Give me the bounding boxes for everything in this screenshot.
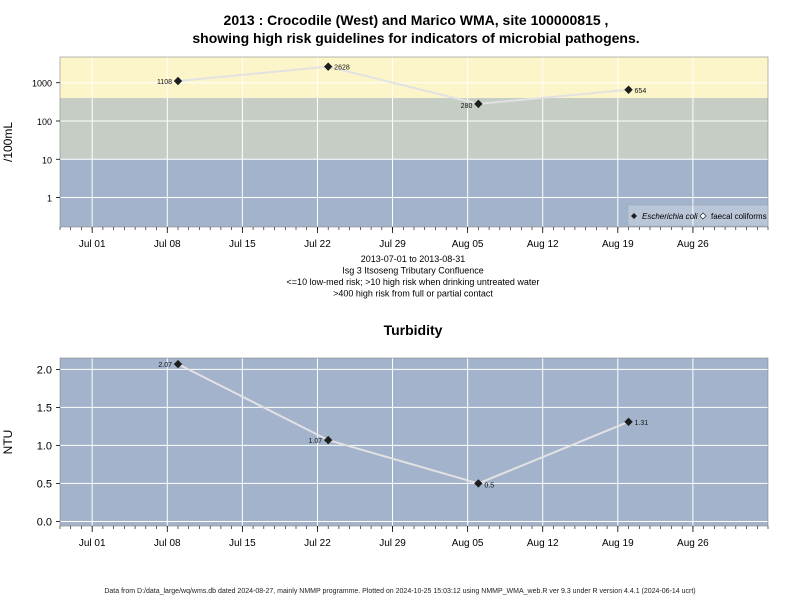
chart1-data-point-2 bbox=[323, 62, 333, 71]
chart1-risk-band-1 bbox=[60, 159, 768, 227]
chart2-data-point-3 bbox=[474, 479, 483, 488]
chart1-caption-line-4: >400 high risk from full or partial cont… bbox=[333, 289, 493, 299]
chart2-data-label-3: 0.5 bbox=[484, 482, 494, 489]
chart1-legend bbox=[627, 204, 769, 227]
chart2-plot-background bbox=[60, 358, 768, 526]
chart2-data-point-2 bbox=[323, 435, 333, 445]
chart2-x-tick-label-2: Jul 08 bbox=[154, 538, 181, 549]
chart1-subtitle: showing high risk guidelines for indicat… bbox=[192, 30, 639, 46]
chart2-data-point-1 bbox=[173, 359, 183, 369]
chart1-title: 2013 : Crocodile (West) and Marico WMA, … bbox=[224, 12, 609, 28]
chart1-caption-line-2: Isg 3 Itsoseng Tributary Confluence bbox=[342, 266, 484, 276]
chart1-x-tick-label-5: Jul 29 bbox=[379, 239, 406, 250]
chart2-x-tick-label-4: Jul 22 bbox=[304, 538, 331, 549]
chart2-y-tick-label-1: 0.0 bbox=[37, 516, 52, 528]
chart2-x-tick-label-7: Aug 12 bbox=[527, 538, 559, 549]
chart1-legend-marker-1 bbox=[631, 213, 637, 219]
chart2-data-label-1: 2.07 bbox=[158, 362, 172, 369]
chart1-data-label-2: 2628 bbox=[334, 65, 350, 72]
chart2-data-point-4 bbox=[624, 417, 633, 427]
chart1-x-tick-label-4: Jul 22 bbox=[304, 239, 331, 250]
chart1-caption-line-1: 2013-07-01 to 2013-08-31 bbox=[361, 254, 466, 264]
chart1-caption-line-3: <=10 low-med risk; >10 high risk when dr… bbox=[287, 277, 540, 287]
chart2-y-tick-label-4: 1.5 bbox=[37, 402, 52, 414]
chart1-y-tick-label-3: 100 bbox=[37, 117, 52, 127]
chart1-legend-label-2: faecal coliforms bbox=[711, 212, 767, 221]
chart1-legend-box bbox=[627, 204, 769, 227]
chart1-legend-label-1: Escherichia coli bbox=[642, 212, 698, 221]
chart1-data-label-4: 654 bbox=[635, 88, 647, 95]
chart2-data-label-2: 1.07 bbox=[309, 438, 323, 445]
chart1-legend-marker-2 bbox=[699, 212, 707, 220]
chart1-y-tick-label-1: 1 bbox=[47, 194, 52, 204]
chart1-data-point-4 bbox=[624, 85, 633, 94]
chart1-x-tick-label-1: Jul 01 bbox=[79, 239, 106, 250]
chart2-title: Turbidity bbox=[384, 322, 443, 338]
chart1-series-line-1 bbox=[177, 65, 629, 105]
chart1-x-tick-label-3: Jul 15 bbox=[229, 239, 256, 250]
chart2-x-tick-label-3: Jul 15 bbox=[229, 538, 256, 549]
chart1-y-tick-label-2: 10 bbox=[42, 155, 52, 165]
chart1-x-tick-label-2: Jul 08 bbox=[154, 239, 181, 250]
chart2-series-line-1 bbox=[177, 363, 629, 485]
chart1-x-tick-label-9: Aug 26 bbox=[677, 239, 709, 250]
chart1-risk-band-2 bbox=[60, 97, 768, 160]
chart2-x-tick-label-8: Aug 19 bbox=[602, 538, 634, 549]
chart1-y-axis-label: /100mL bbox=[1, 122, 15, 162]
chart2-x-tick-label-9: Aug 26 bbox=[677, 538, 709, 549]
footer-note: Data from D:/data_large/wq/wms.db dated … bbox=[104, 588, 696, 595]
chart2-y-axis-label: NTU bbox=[1, 430, 15, 455]
chart1-y-tick-label-4: 1000 bbox=[32, 79, 52, 89]
chart2-data-label-4: 1.31 bbox=[635, 420, 649, 427]
chart2-y-tick-label-5: 2.0 bbox=[37, 364, 52, 376]
chart1-x-tick-label-6: Aug 05 bbox=[452, 239, 484, 250]
chart2-y-tick-label-3: 1.0 bbox=[37, 440, 52, 452]
chart1-data-label-3: 280 bbox=[461, 103, 473, 110]
chart1-data-point-3 bbox=[474, 99, 483, 109]
chart1-x-tick-label-7: Aug 12 bbox=[527, 239, 559, 250]
chart2-y-tick-label-2: 0.5 bbox=[37, 478, 52, 490]
chart2-x-tick-label-1: Jul 01 bbox=[79, 538, 106, 549]
chart1-data-point-1 bbox=[173, 76, 183, 86]
chart1-x-tick-label-8: Aug 19 bbox=[602, 239, 634, 250]
chart1-risk-band-3 bbox=[60, 57, 768, 98]
chart2-x-tick-label-6: Aug 05 bbox=[452, 538, 484, 549]
chart2-x-tick-label-5: Jul 29 bbox=[379, 538, 406, 549]
chart1-data-label-1: 1108 bbox=[157, 79, 172, 86]
